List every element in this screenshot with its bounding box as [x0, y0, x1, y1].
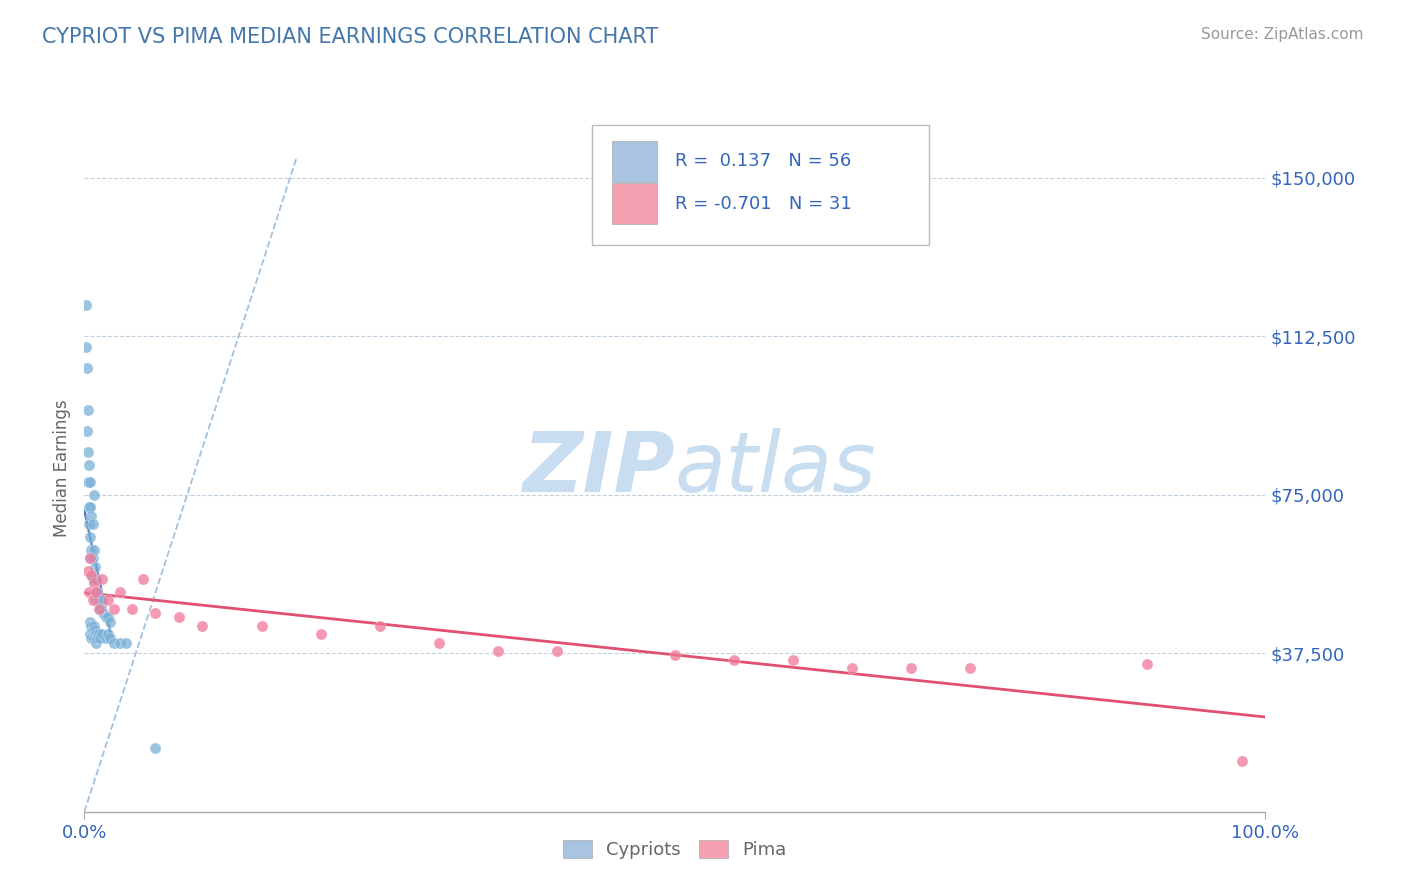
Point	[82, 593, 104, 607]
Point	[91, 593, 114, 607]
Point	[76, 425, 98, 439]
Legend: Cypriots, Pima: Cypriots, Pima	[554, 830, 796, 868]
Point	[1230, 754, 1253, 768]
Point	[83, 488, 105, 502]
Point	[79, 551, 101, 566]
Point	[486, 644, 509, 658]
Text: R = -0.701   N = 31: R = -0.701 N = 31	[675, 194, 852, 213]
Point	[79, 530, 101, 544]
Point	[841, 661, 863, 675]
Y-axis label: Median Earnings: Median Earnings	[53, 400, 72, 537]
Point	[89, 632, 111, 646]
Point	[1136, 657, 1159, 671]
Point	[87, 593, 110, 607]
Point	[75, 297, 97, 311]
Point	[108, 585, 131, 599]
Point	[108, 635, 131, 649]
Point	[664, 648, 686, 663]
Point	[87, 602, 110, 616]
Point	[94, 632, 117, 646]
Point	[79, 615, 101, 629]
Point	[114, 635, 136, 649]
Point	[75, 340, 97, 354]
Point	[83, 619, 105, 633]
Text: CYPRIOT VS PIMA MEDIAN EARNINGS CORRELATION CHART: CYPRIOT VS PIMA MEDIAN EARNINGS CORRELAT…	[42, 27, 658, 46]
Point	[94, 610, 117, 624]
Point	[83, 572, 105, 586]
Point	[80, 632, 103, 646]
Point	[79, 627, 101, 641]
Point	[103, 602, 125, 616]
Point	[132, 572, 155, 586]
Point	[97, 593, 120, 607]
Point	[77, 585, 100, 599]
Point	[121, 602, 143, 616]
Point	[79, 475, 101, 489]
Point	[427, 635, 450, 649]
Point	[80, 542, 103, 557]
Point	[84, 559, 107, 574]
Point	[959, 661, 981, 675]
Point	[77, 517, 100, 532]
Point	[91, 627, 114, 641]
Point	[82, 517, 104, 532]
Point	[368, 619, 391, 633]
Point	[76, 360, 98, 375]
Point	[83, 632, 105, 646]
Point	[84, 593, 107, 607]
FancyBboxPatch shape	[612, 141, 657, 182]
Text: Source: ZipAtlas.com: Source: ZipAtlas.com	[1201, 27, 1364, 42]
Point	[84, 623, 107, 637]
Point	[90, 602, 112, 616]
Point	[77, 403, 100, 417]
Point	[80, 568, 103, 582]
Point	[84, 572, 107, 586]
Text: R =  0.137   N = 56: R = 0.137 N = 56	[675, 153, 851, 170]
Point	[143, 741, 166, 756]
Point	[80, 508, 103, 523]
Point	[143, 606, 166, 620]
Point	[83, 542, 105, 557]
Point	[84, 635, 107, 649]
Point	[91, 606, 114, 620]
Point	[82, 572, 104, 586]
Point	[782, 652, 804, 666]
Point	[86, 585, 108, 599]
Point	[77, 475, 100, 489]
Point	[84, 585, 107, 599]
Point	[87, 627, 110, 641]
Point	[89, 602, 111, 616]
Point	[77, 500, 100, 515]
Point	[80, 619, 103, 633]
Point	[167, 610, 190, 624]
Point	[83, 576, 105, 591]
FancyBboxPatch shape	[592, 125, 929, 245]
Point	[98, 632, 121, 646]
Point	[82, 551, 104, 566]
Point	[191, 619, 214, 633]
Point	[77, 458, 100, 472]
Point	[84, 627, 107, 641]
Point	[77, 445, 100, 459]
Point	[900, 661, 922, 675]
Point	[77, 564, 100, 578]
Point	[546, 644, 568, 658]
Point	[79, 500, 101, 515]
Point	[86, 632, 108, 646]
Point	[250, 619, 273, 633]
Point	[79, 551, 101, 566]
Point	[723, 652, 745, 666]
Point	[84, 585, 107, 599]
FancyBboxPatch shape	[612, 183, 657, 225]
Point	[97, 627, 120, 641]
Text: ZIP: ZIP	[522, 428, 675, 508]
Point	[97, 610, 120, 624]
Point	[98, 615, 121, 629]
Point	[91, 572, 114, 586]
Text: atlas: atlas	[675, 428, 876, 508]
Point	[103, 635, 125, 649]
Point	[309, 627, 332, 641]
Point	[82, 623, 104, 637]
